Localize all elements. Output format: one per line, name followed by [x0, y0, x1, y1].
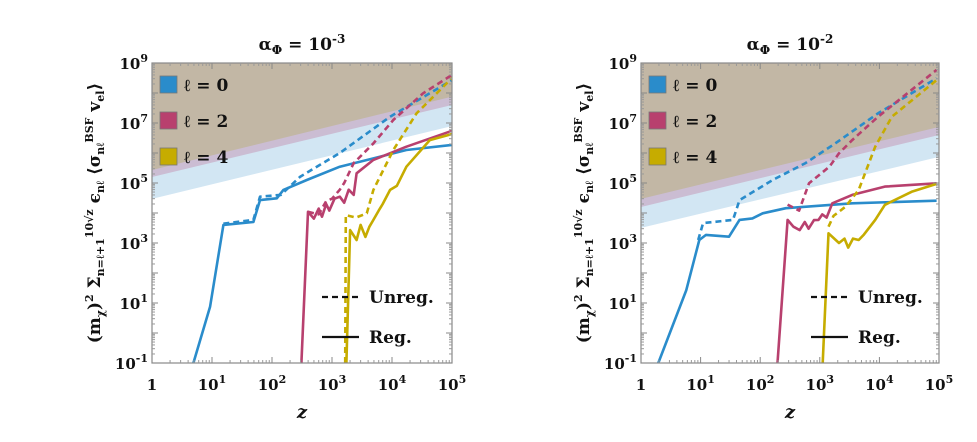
legend-label: ℓ = 0 — [673, 76, 717, 96]
legend-item-l2: ℓ = 2 — [648, 111, 717, 132]
legend-item-unreg: Unreg. — [322, 288, 434, 308]
chart-panel-2: 1 101 102 103 104 105 10-1 101 103 105 107 109 αΦ = … — [572, 32, 953, 423]
legend-label: Unreg. — [369, 288, 434, 308]
x-tick-label: 105 — [438, 373, 467, 394]
x-tick-label: 104 — [378, 373, 407, 394]
y-tick-label: 107 — [119, 112, 148, 133]
x-tick-label: 105 — [925, 373, 954, 394]
legend-swatch — [159, 147, 178, 166]
series-line-l2-reg — [300, 129, 452, 363]
chart-title: αΦ = 10-2 — [747, 32, 834, 57]
y-axis-label: (mχ)2 Σn=ℓ+110√z ϵnℓ ⟨σnℓBSF vel⟩ — [572, 83, 596, 344]
y-tick-label: 105 — [119, 172, 148, 193]
series-line-l2-unreg — [786, 68, 938, 212]
legend-swatch — [648, 111, 667, 130]
y-axis-label: (mχ)2 Σn=ℓ+110√z ϵnℓ ⟨σnℓBSF vel⟩ — [83, 83, 107, 344]
y-tick-label: 103 — [119, 232, 148, 253]
plot-area — [152, 63, 452, 363]
y-tick-label: 107 — [608, 112, 637, 133]
x-tick-label: 102 — [258, 373, 287, 394]
legend-item-l4: ℓ = 4 — [159, 147, 228, 168]
x-tick-label: 103 — [318, 373, 347, 394]
plot-area — [641, 63, 939, 363]
y-tick-label: 109 — [608, 52, 637, 73]
x-axis-label: z — [296, 402, 308, 423]
x-tick-label: 101 — [198, 373, 227, 394]
legend-swatch — [648, 147, 667, 166]
series-line-l0-reg — [657, 199, 937, 363]
y-tick-label: 103 — [608, 232, 637, 253]
chart-panel-1: 1 101 102 103 104 105 10-1 101 103 105 107 109 αΦ = … — [83, 32, 466, 423]
x-tick-label: 101 — [686, 373, 715, 394]
y-tick-label: 10-1 — [604, 352, 637, 373]
legend-label: ℓ = 0 — [184, 76, 228, 96]
legend-label: ℓ = 4 — [673, 148, 717, 168]
x-axis-label: z — [784, 402, 796, 423]
legend-item-l4: ℓ = 4 — [648, 147, 717, 168]
shaded-band-3 — [152, 63, 452, 171]
series-line-l4-reg — [345, 132, 452, 363]
legend-item-unreg: Unreg. — [811, 288, 923, 308]
legend-label: Reg. — [369, 328, 412, 348]
x-tick-label: 104 — [865, 373, 894, 394]
series-line-l4-reg — [821, 182, 937, 363]
legend-swatch — [159, 75, 178, 94]
y-tick-label: 105 — [608, 172, 637, 193]
series-line-l0-unreg — [696, 77, 938, 241]
legend-item-l0: ℓ = 0 — [159, 75, 228, 96]
series-line-l4-unreg — [827, 79, 938, 228]
y-tick-label: 101 — [119, 292, 148, 313]
legend-label: ℓ = 2 — [184, 112, 228, 132]
series-line-l2-unreg — [307, 73, 452, 216]
x-tick-label: 1 — [636, 376, 646, 394]
x-tick-label: 102 — [746, 373, 775, 394]
y-tick-label: 109 — [119, 52, 148, 73]
legend-label: ℓ = 2 — [673, 112, 717, 132]
legend-item-l0: ℓ = 0 — [648, 75, 717, 96]
y-axis-label-group: (mχ)2 Σn=ℓ+110√z ϵnℓ ⟨σnℓBSF vel⟩ — [572, 83, 596, 344]
legend-swatch — [159, 111, 178, 130]
x-tick-label: 1 — [147, 376, 157, 394]
legend-item-reg: Reg. — [811, 328, 901, 348]
legend-swatch — [648, 75, 667, 94]
y-tick-label: 10-1 — [115, 352, 148, 373]
y-axis-label-group: (mχ)2 Σn=ℓ+110√z ϵnℓ ⟨σnℓBSF vel⟩ — [83, 83, 107, 344]
legend-label: Reg. — [858, 328, 901, 348]
x-tick-label: 103 — [806, 373, 835, 394]
legend-item-reg: Reg. — [322, 328, 412, 348]
chart-title: αΦ = 10-3 — [259, 32, 346, 57]
legend-item-l2: ℓ = 2 — [159, 111, 228, 132]
series-line-l0-unreg — [223, 78, 452, 225]
y-tick-label: 101 — [608, 292, 637, 313]
legend-label: Unreg. — [858, 288, 923, 308]
series-line-l4-unreg — [343, 77, 452, 363]
shaded-band-3 — [641, 63, 939, 199]
series-line-l2-reg — [776, 182, 937, 363]
legend-label: ℓ = 4 — [184, 148, 228, 168]
